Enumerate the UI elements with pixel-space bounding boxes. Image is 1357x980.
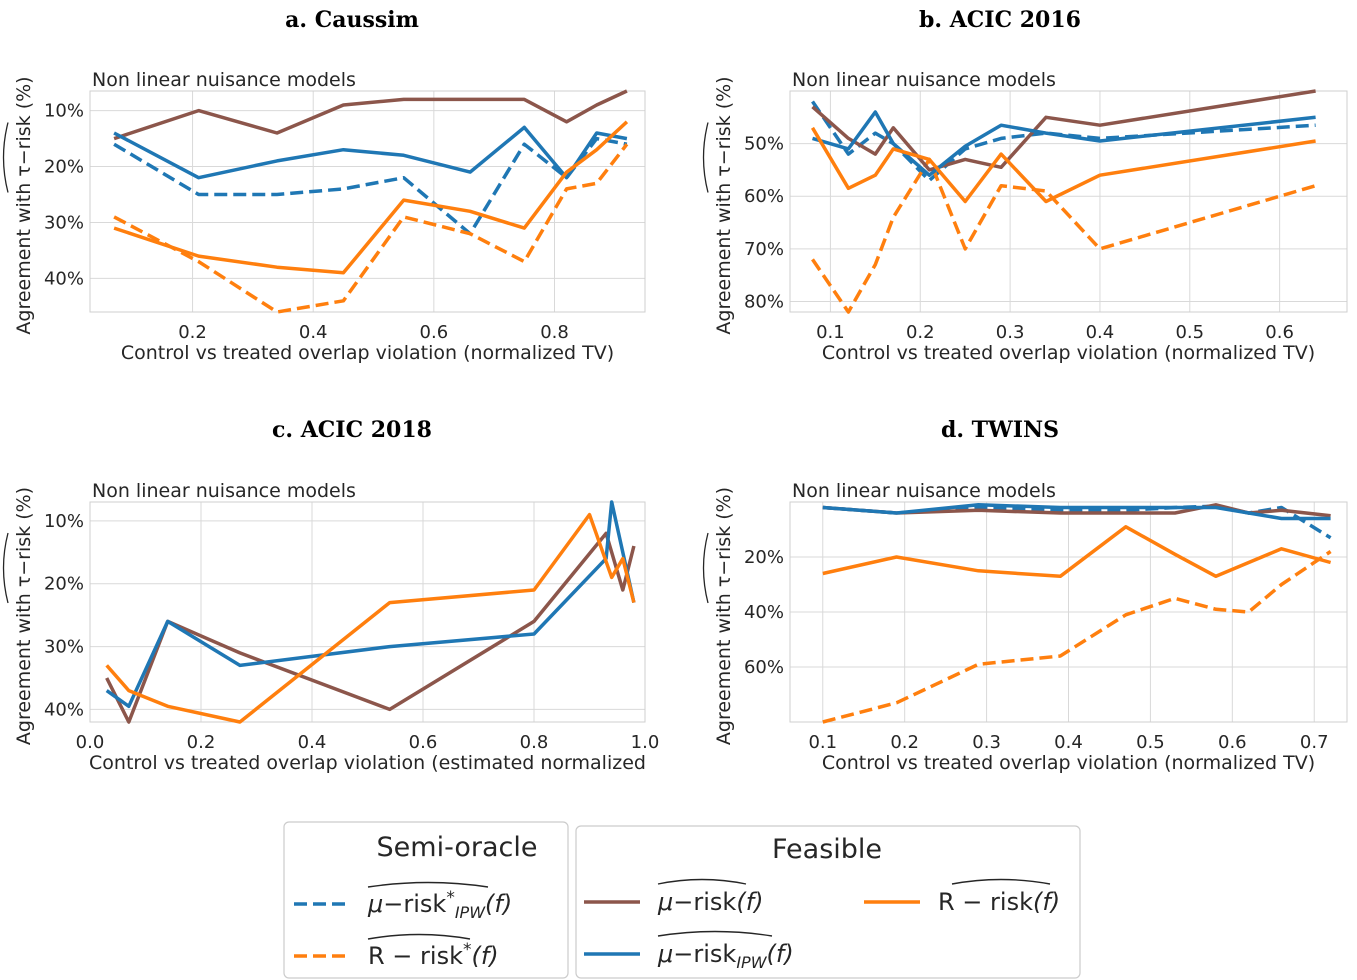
y-axis-label: Agreement with τ−risk (%) xyxy=(13,76,35,334)
legend-box-semi-oracle xyxy=(283,821,569,979)
y-tick-label: 40% xyxy=(44,699,84,720)
x-tick-label: 0.5 xyxy=(1136,732,1165,753)
y-tick-label: 20% xyxy=(744,547,784,568)
x-tick-label: 0.6 xyxy=(1265,322,1294,343)
y-axis-label: Agreement with τ−risk (%) xyxy=(13,487,35,745)
series-line-mu_risk_ipw xyxy=(105,500,636,709)
panel-title: b. ACIC 2016 xyxy=(919,7,1081,33)
series-line-mu_risk_ipw_star xyxy=(811,100,1316,183)
series-line-mu_risk_ipw xyxy=(812,110,1316,177)
x-tick-label: 0.2 xyxy=(906,322,935,343)
y-tick-label: 70% xyxy=(744,239,784,260)
x-tick-label: 0.2 xyxy=(187,732,216,753)
x-tick-label: 0.6 xyxy=(420,322,449,343)
y-tick-label: 10% xyxy=(44,101,84,122)
legend-title-feasible: Feasible xyxy=(772,834,882,865)
x-tick-label: 0.7 xyxy=(1300,732,1329,753)
y-tick-label: 50% xyxy=(744,134,784,155)
legend: Semi-oracle Feasible μ−risk*IPW(f) R − risk… xyxy=(283,821,1081,979)
series-line-mu_risk_ipw xyxy=(113,125,628,180)
x-tick-label: 0.8 xyxy=(540,322,569,343)
y-tick-label: 80% xyxy=(744,291,784,312)
series-line-r_risk xyxy=(810,126,1316,204)
panel-title: a. Caussim xyxy=(285,7,419,33)
series-line-r_risk_star xyxy=(811,157,1317,314)
legend-hat xyxy=(657,930,773,937)
x-tick-label: 0.5 xyxy=(1175,322,1204,343)
x-tick-label: 0.6 xyxy=(1218,732,1247,753)
chart-panel-3: 0.0 0.2 0.4 0.6 0.8 1.0 10% 20% 30% 40% c. ACIC 20… xyxy=(2,417,660,774)
series-line-r_risk_star xyxy=(113,143,629,314)
x-tick-label: 0.8 xyxy=(520,732,549,753)
x-tick-label: 0.4 xyxy=(1086,322,1115,343)
legend-label-mu-risk-ipw-star: μ−risk*IPW(f) xyxy=(367,888,512,922)
x-axis-label: Control vs treated overlap violation (no… xyxy=(822,752,1315,774)
plot-frame xyxy=(89,501,646,723)
x-tick-label: 0.4 xyxy=(1054,732,1083,753)
y-axis-label: Agreement with τ−risk (%) xyxy=(713,76,735,334)
legend-label-r-risk: R − risk(f) xyxy=(938,888,1060,916)
legend-box-feasible xyxy=(575,825,1081,979)
panel-title: d. TWINS xyxy=(941,417,1059,443)
x-tick-label: 0.0 xyxy=(76,732,105,753)
plot-frame xyxy=(89,90,646,313)
legend-hat xyxy=(367,933,471,940)
y-axis-label: Agreement with τ−risk (%) xyxy=(713,487,735,745)
x-tick-label: 0.6 xyxy=(409,732,438,753)
x-tick-label: 0.4 xyxy=(298,732,327,753)
plot-frame xyxy=(789,90,1348,313)
x-tick-label: 0.3 xyxy=(996,322,1025,343)
x-tick-label: 0.2 xyxy=(890,732,919,753)
series-line-mu_risk xyxy=(811,89,1316,172)
y-tick-label: 20% xyxy=(44,157,84,178)
legend-label-mu-risk: μ−risk(f) xyxy=(657,888,764,916)
series-line-mu_risk xyxy=(113,89,628,141)
y-tick-label: 60% xyxy=(744,657,784,678)
series-line-mu_risk xyxy=(822,503,1331,518)
panel-annotation: Non linear nuisance models xyxy=(92,69,356,91)
series-line-r_risk xyxy=(822,525,1332,579)
y-label-hat xyxy=(2,122,9,193)
series-line-mu_risk_ipw xyxy=(822,503,1331,521)
y-label-hat xyxy=(2,532,9,604)
x-tick-label: 1.0 xyxy=(631,732,660,753)
chart-panel-2: 0.1 0.2 0.3 0.4 0.5 0.6 50% 60% 70% 80% b. ACIC 20… xyxy=(702,7,1348,364)
legend-hat xyxy=(657,878,747,885)
x-tick-label: 0.1 xyxy=(816,322,845,343)
x-axis-label: Control vs treated overlap violation (no… xyxy=(121,342,614,364)
y-label-hat xyxy=(702,122,709,193)
x-axis-label: Control vs treated overlap violation (es… xyxy=(89,752,646,774)
panel-annotation: Non linear nuisance models xyxy=(792,69,1056,91)
x-tick-label: 0.4 xyxy=(299,322,328,343)
x-tick-label: 0.3 xyxy=(972,732,1001,753)
plot-frame xyxy=(789,501,1348,723)
y-tick-label: 20% xyxy=(44,574,84,595)
legend-title-semi-oracle: Semi-oracle xyxy=(377,832,538,863)
series-line-r_risk xyxy=(105,512,636,724)
legend-hat xyxy=(951,878,1051,885)
legend-label-r-risk-star: R − risk*(f) xyxy=(368,940,499,970)
panel-title: c. ACIC 2018 xyxy=(272,417,432,443)
y-tick-label: 40% xyxy=(744,602,784,623)
legend-label-mu-risk-ipw: μ−riskIPW(f) xyxy=(657,940,794,972)
y-tick-label: 30% xyxy=(44,637,84,658)
y-tick-label: 10% xyxy=(44,511,84,532)
x-axis-label: Control vs treated overlap violation (no… xyxy=(822,342,1315,364)
y-tick-label: 30% xyxy=(44,212,84,233)
y-tick-label: 40% xyxy=(44,268,84,289)
y-tick-label: 60% xyxy=(744,186,784,207)
x-tick-label: 0.1 xyxy=(808,732,837,753)
series-line-r_risk_star xyxy=(822,550,1332,724)
chart-panel-4: 0.1 0.2 0.3 0.4 0.5 0.6 0.7 20% 40% 60% d. TWINS No… xyxy=(702,417,1348,774)
panel-annotation: Non linear nuisance models xyxy=(92,480,356,502)
x-tick-label: 0.2 xyxy=(178,322,207,343)
chart-panel-1: 0.2 0.4 0.6 0.8 10% 20% 30% 40% a. Caussim Non li… xyxy=(2,7,646,364)
series-line-r_risk xyxy=(113,120,629,275)
legend-hat xyxy=(367,881,489,888)
y-label-hat xyxy=(702,532,709,604)
panel-annotation: Non linear nuisance models xyxy=(792,480,1056,502)
